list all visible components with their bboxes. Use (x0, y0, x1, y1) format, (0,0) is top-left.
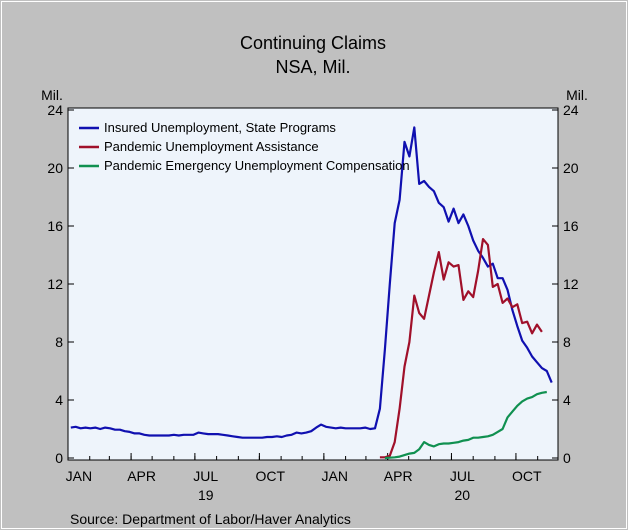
x-year-label: 19 (198, 487, 214, 503)
y-tick-label-left: 4 (55, 392, 63, 408)
y-tick-label-right: 0 (563, 450, 571, 466)
chart-title: Continuing Claims (240, 33, 386, 53)
legend-label-pua: Pandemic Unemployment Assistance (104, 139, 319, 154)
y-tick-label-left: 0 (55, 450, 63, 466)
series-line-peuc (384, 390, 547, 460)
x-year-label: 20 (455, 487, 471, 503)
series-layer (70, 126, 553, 460)
x-tick-label: OCT (512, 468, 542, 484)
chart-subtitle: NSA, Mil. (275, 57, 350, 77)
x-tick-label: JUL (450, 468, 475, 484)
y-tick-label-left: 20 (47, 160, 63, 176)
x-tick-label: APR (127, 468, 156, 484)
y-tick-label-left: 16 (47, 218, 63, 234)
y-tick-label-left: 8 (55, 334, 63, 350)
x-tick-label: JAN (322, 468, 348, 484)
x-tick-label: JAN (66, 468, 92, 484)
y-tick-label-right: 12 (563, 276, 579, 292)
left-unit-label: Mil. (41, 87, 63, 103)
legend-label-peuc: Pandemic Emergency Unemployment Compensa… (104, 158, 410, 173)
x-tick-label: OCT (255, 468, 285, 484)
x-axis: JAN APR JUL OCT JAN APR JUL OCT 19 20 (66, 453, 542, 503)
series-line-insured (70, 126, 553, 439)
y-tick-label-right: 20 (563, 160, 579, 176)
right-unit-label: Mil. (566, 87, 588, 103)
y-axis-right: 0 4 8 12 16 20 24 (552, 102, 579, 466)
y-axis-left: 0 4 8 12 16 20 24 (47, 102, 74, 466)
y-tick-label-left: 24 (47, 102, 63, 118)
y-tick-label-left: 12 (47, 276, 63, 292)
series-line-pua (379, 238, 543, 459)
y-tick-label-right: 4 (563, 392, 571, 408)
y-tick-label-right: 16 (563, 218, 579, 234)
legend-label-insured: Insured Unemployment, State Programs (104, 120, 336, 135)
x-tick-label: JUL (193, 468, 218, 484)
source-note: Source: Department of Labor/Haver Analyt… (70, 511, 351, 527)
x-tick-label: APR (384, 468, 413, 484)
y-tick-label-right: 8 (563, 334, 571, 350)
legend: Insured Unemployment, State Programs Pan… (79, 120, 410, 173)
y-tick-label-right: 24 (563, 102, 579, 118)
